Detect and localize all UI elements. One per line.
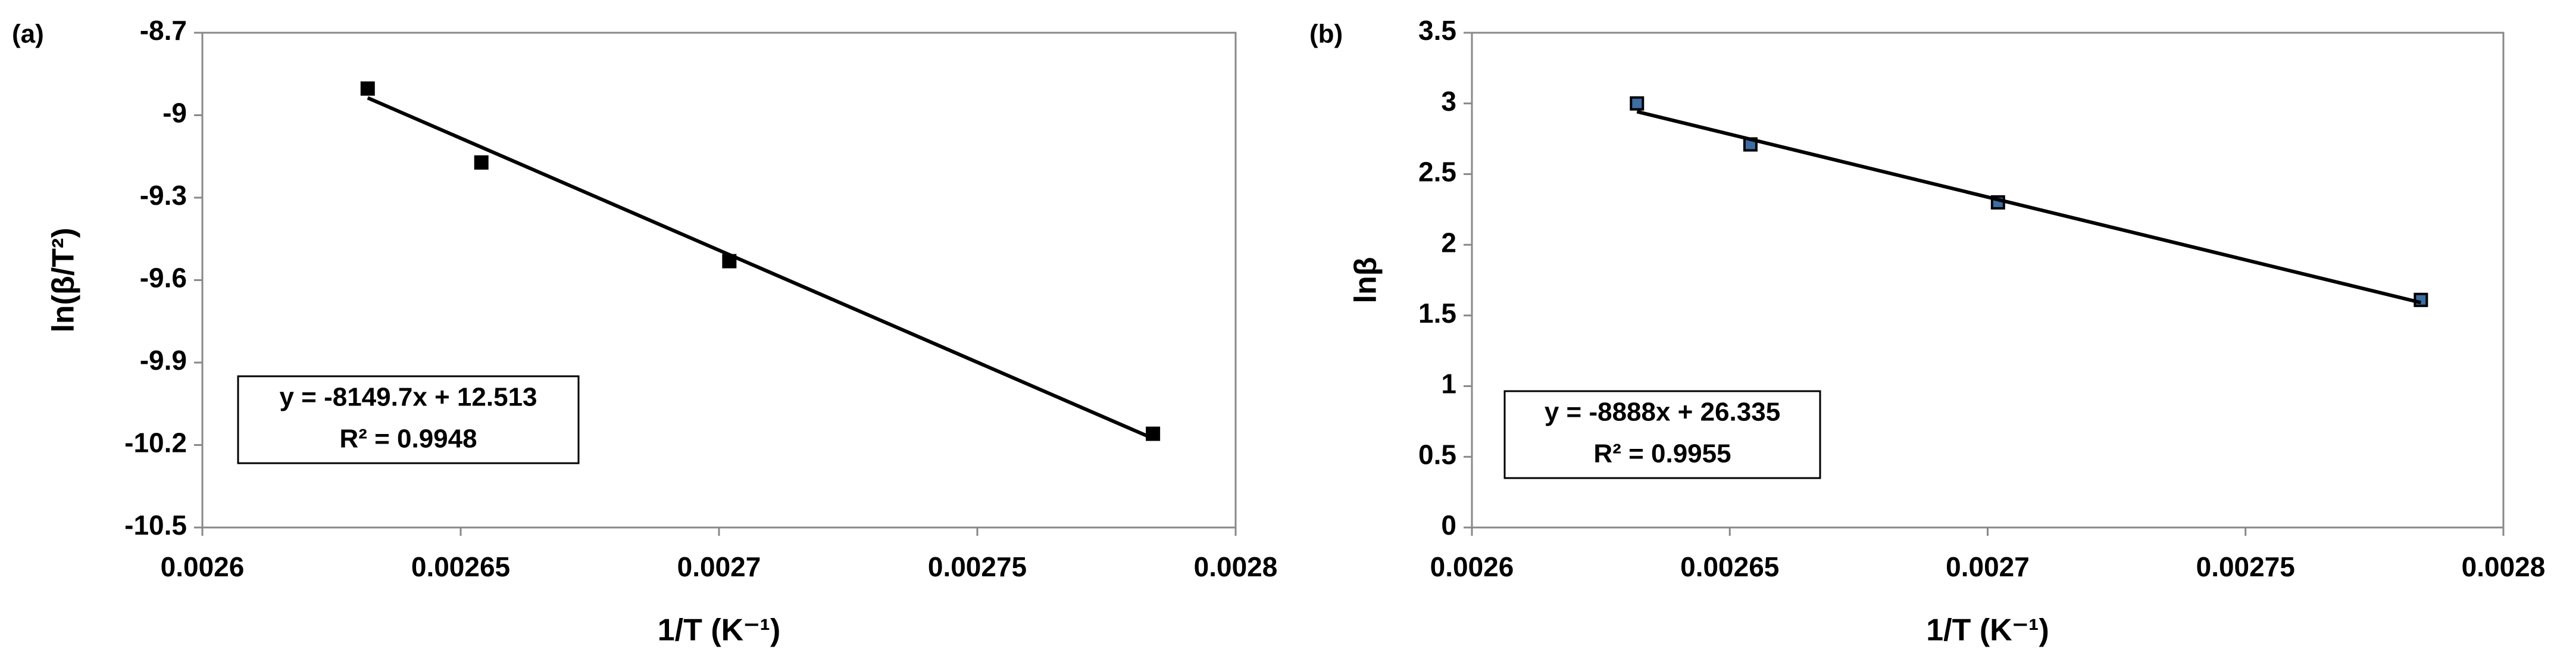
y-tick-label: 1 — [1441, 369, 1456, 399]
y-tick-label: -10.5 — [124, 510, 187, 541]
y-tick-label: -9.6 — [140, 263, 187, 294]
y-tick-label: 2.5 — [1418, 157, 1456, 188]
y-tick-label: -10.2 — [124, 427, 187, 458]
y-tick-label: 0 — [1441, 510, 1456, 541]
y-tick-label: -9.9 — [140, 345, 187, 376]
y-tick-label: 3.5 — [1418, 15, 1456, 46]
annotation-text: y = -8888x + 26.335 — [1545, 398, 1780, 427]
data-point — [360, 81, 375, 96]
x-axis-title: 1/T (K⁻¹) — [1926, 613, 2049, 648]
annotation-box — [237, 375, 580, 464]
chart: (a) -8.7 -9 -9.3 -9.6 -9.9 -10.2 -10.5 0.0026 0.0… — [12, 15, 1277, 648]
chart: (b) 0 0.5 1 1.5 2 2.5 3 3.5 0.0026 0.00265 0.0027 0.… — [1309, 15, 2545, 648]
annotation-text: y = -8149.7x + 12.513 — [279, 383, 537, 412]
y-tick-label: 1.5 — [1418, 298, 1456, 329]
x-tick-label: 0.00265 — [1680, 551, 1779, 582]
x-tick-label: 0.0027 — [677, 551, 761, 582]
annotation-box — [1503, 390, 1821, 479]
y-tick-label: -9.3 — [140, 180, 187, 211]
x-tick-label: 0.00275 — [928, 551, 1027, 582]
y-tick-label: -9 — [162, 98, 187, 129]
y-tick-label: 3 — [1441, 86, 1456, 117]
trendline — [1636, 110, 2422, 305]
panel-label: (b) — [1309, 20, 1343, 49]
x-tick-label: 0.0027 — [1946, 551, 2030, 582]
y-tick-label: 0.5 — [1418, 439, 1456, 470]
annotation-text: R² = 0.9948 — [339, 424, 477, 454]
data-point — [1630, 96, 1645, 111]
y-axis-title: ln(β/T²) — [46, 227, 81, 332]
trendline — [367, 96, 1154, 441]
x-tick-label: 0.0028 — [2462, 551, 2546, 582]
x-tick-label: 0.00265 — [411, 551, 510, 582]
x-tick-label: 0.0026 — [161, 551, 245, 582]
y-axis-title: lnβ — [1349, 257, 1383, 304]
panel-label: (a) — [12, 20, 44, 49]
y-tick-label: 2 — [1441, 227, 1456, 258]
x-tick-label: 0.00275 — [2196, 551, 2295, 582]
x-tick-label: 0.0028 — [1194, 551, 1278, 582]
y-tick-label: -8.7 — [140, 15, 187, 46]
x-tick-label: 0.0026 — [1430, 551, 1514, 582]
x-axis-title: 1/T (K⁻¹) — [658, 613, 781, 648]
data-point — [474, 155, 489, 170]
annotation-text: R² = 0.9955 — [1593, 439, 1731, 469]
